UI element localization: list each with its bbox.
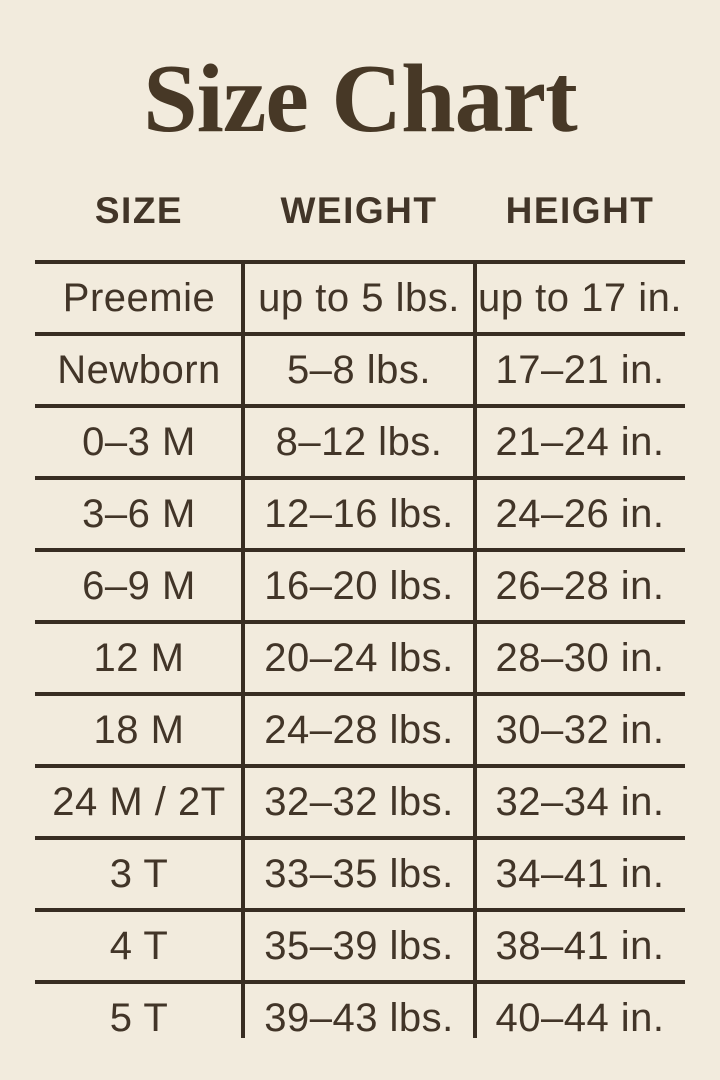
header-height: HEIGHT: [505, 190, 655, 231]
header-weight: WEIGHT: [280, 190, 438, 231]
weight-cell: 8–12 lbs.: [275, 419, 443, 464]
height-cell: 32–34 in.: [495, 779, 665, 824]
table-row: Preemie up to 5 lbs. up to 17 in.: [35, 260, 685, 332]
size-cell: 0–3 M: [82, 419, 196, 464]
size-table: Preemie up to 5 lbs. up to 17 in. Newbor…: [35, 260, 685, 1052]
size-cell: Newborn: [57, 347, 221, 392]
height-cell: 40–44 in.: [495, 995, 665, 1040]
table-row: Newborn 5–8 lbs. 17–21 in.: [35, 332, 685, 404]
height-cell: 24–26 in.: [495, 491, 665, 536]
weight-cell: 5–8 lbs.: [286, 347, 432, 392]
column-divider-1: [241, 260, 245, 1038]
table-row: 3–6 M 12–16 lbs. 24–26 in.: [35, 476, 685, 548]
weight-cell: 12–16 lbs.: [264, 491, 454, 536]
size-cell: 12 M: [93, 635, 185, 680]
height-cell: 26–28 in.: [495, 563, 665, 608]
size-cell: 18 M: [93, 707, 185, 752]
height-cell: 38–41 in.: [495, 923, 665, 968]
weight-cell: 39–43 lbs.: [264, 995, 454, 1040]
height-cell: 30–32 in.: [495, 707, 665, 752]
column-divider-2: [473, 260, 477, 1038]
table-row: 6–9 M 16–20 lbs. 26–28 in.: [35, 548, 685, 620]
weight-cell: 32–32 lbs.: [264, 779, 454, 824]
height-cell: 21–24 in.: [495, 419, 665, 464]
size-cell: 4 T: [109, 923, 169, 968]
height-cell: 34–41 in.: [495, 851, 665, 896]
weight-cell: 35–39 lbs.: [264, 923, 454, 968]
weight-cell: 24–28 lbs.: [264, 707, 454, 752]
table-header-row: SIZE WEIGHT HEIGHT: [35, 190, 685, 232]
table-row: 0–3 M 8–12 lbs. 21–24 in.: [35, 404, 685, 476]
height-cell: up to 17 in.: [478, 275, 682, 320]
height-cell: 17–21 in.: [495, 347, 665, 392]
table-row: 24 M / 2T 32–32 lbs. 32–34 in.: [35, 764, 685, 836]
table-row: 3 T 33–35 lbs. 34–41 in.: [35, 836, 685, 908]
table-row: 12 M 20–24 lbs. 28–30 in.: [35, 620, 685, 692]
header-size: SIZE: [94, 190, 184, 231]
table-row: 18 M 24–28 lbs. 30–32 in.: [35, 692, 685, 764]
size-cell: 5 T: [109, 995, 169, 1040]
weight-cell: 20–24 lbs.: [264, 635, 454, 680]
size-cell: 3–6 M: [82, 491, 196, 536]
size-cell: 6–9 M: [82, 563, 196, 608]
weight-cell: 16–20 lbs.: [264, 563, 454, 608]
size-cell: 3 T: [109, 851, 169, 896]
size-cell: 24 M / 2T: [52, 779, 226, 824]
table-row: 5 T 39–43 lbs. 40–44 in.: [35, 980, 685, 1052]
weight-cell: up to 5 lbs.: [258, 275, 460, 320]
table-row: 4 T 35–39 lbs. 38–41 in.: [35, 908, 685, 980]
page-title: Size Chart: [143, 45, 578, 153]
height-cell: 28–30 in.: [495, 635, 665, 680]
size-cell: Preemie: [62, 275, 216, 320]
weight-cell: 33–35 lbs.: [264, 851, 454, 896]
